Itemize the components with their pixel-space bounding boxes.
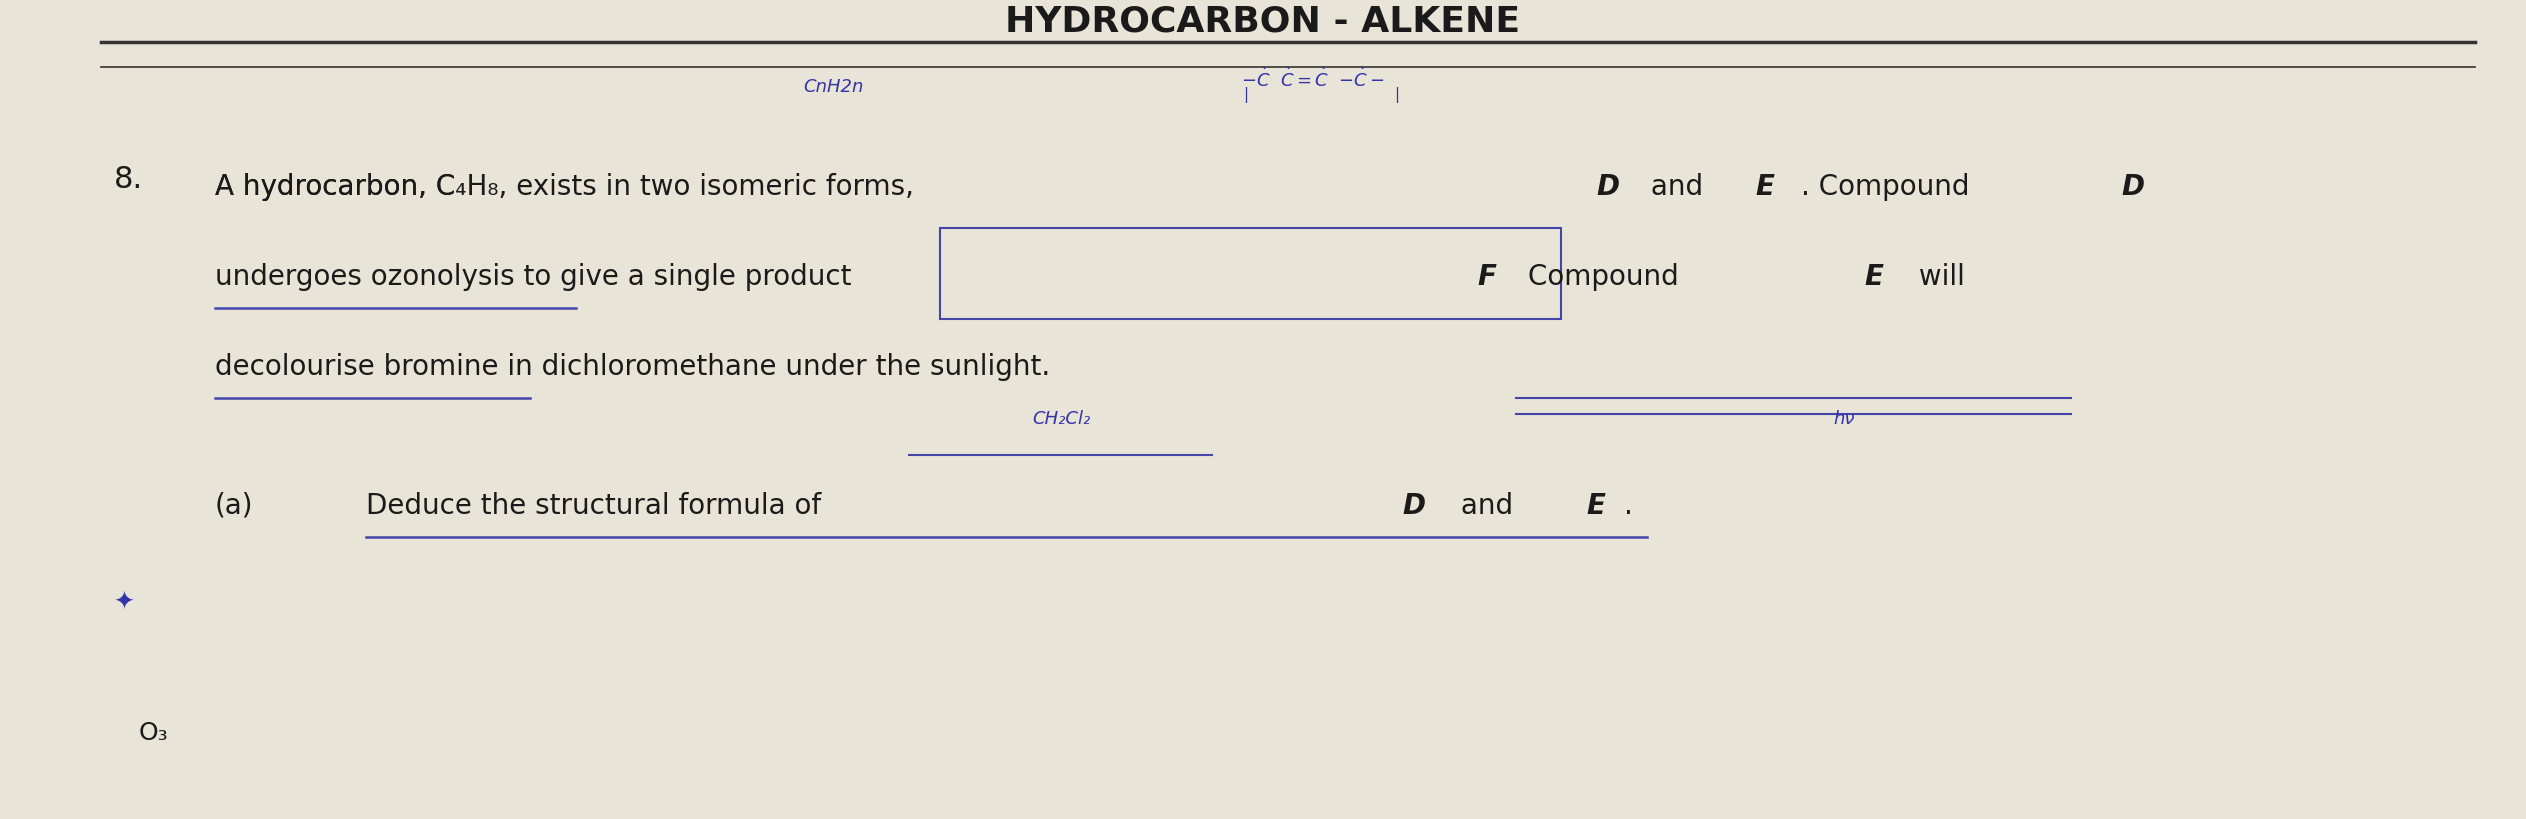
Text: D: D [1596, 173, 1619, 201]
Text: 8.: 8. [114, 165, 144, 194]
Text: and: and [1452, 492, 1523, 520]
Text: D: D [1402, 492, 1425, 520]
Text: HYDROCARBON - ALKENE: HYDROCARBON - ALKENE [1005, 5, 1521, 38]
Text: .: . [1624, 492, 1634, 520]
Text: A hydrocarbon, C₄H₈, exists in two isomeric forms,: A hydrocarbon, C₄H₈, exists in two isome… [215, 173, 922, 201]
Text: undergoes ozonolysis to give a single product: undergoes ozonolysis to give a single pr… [215, 263, 859, 291]
Text: E: E [1756, 173, 1776, 201]
Text: Compound: Compound [1528, 263, 1687, 291]
Text: |: | [1243, 88, 1248, 103]
Text: decolourise bromine in dichloromethane under the sunlight.: decolourise bromine in dichloromethane u… [215, 353, 1051, 381]
Text: A hydrocarbon, C: A hydrocarbon, C [215, 173, 455, 201]
Text: F: F [1478, 263, 1498, 291]
Text: E: E [1864, 263, 1884, 291]
Text: CH₂Cl₂: CH₂Cl₂ [1031, 410, 1091, 428]
Text: and: and [1642, 173, 1713, 201]
Text: |: | [1394, 88, 1399, 103]
Text: will: will [1910, 263, 1965, 291]
Text: . Compound: . Compound [1801, 173, 1978, 201]
Text: Deduce the structural formula of: Deduce the structural formula of [366, 492, 831, 520]
Text: CnH2n: CnH2n [803, 78, 864, 96]
Text: E: E [1586, 492, 1607, 520]
Text: O₃: O₃ [139, 721, 169, 744]
Text: (a): (a) [215, 492, 253, 520]
Text: ✦: ✦ [114, 590, 134, 614]
Text: $-\dot{C}$  $\dot{C}=\dot{C}$  $-\dot{C}-$: $-\dot{C}$ $\dot{C}=\dot{C}$ $-\dot{C}-$ [1240, 67, 1387, 91]
Text: hν: hν [1834, 410, 1854, 428]
Text: D: D [2122, 173, 2145, 201]
